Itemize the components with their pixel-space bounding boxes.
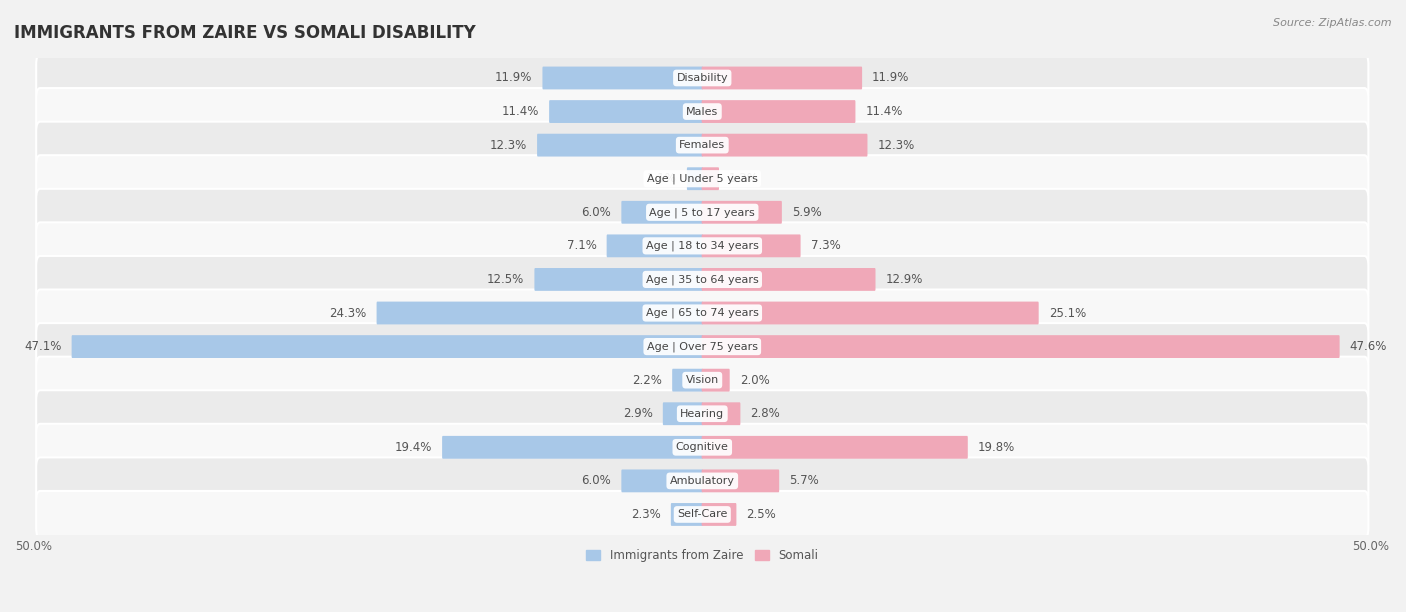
- Text: Cognitive: Cognitive: [676, 442, 728, 452]
- FancyBboxPatch shape: [37, 424, 1368, 471]
- FancyBboxPatch shape: [621, 201, 703, 224]
- FancyBboxPatch shape: [688, 167, 703, 190]
- Text: 12.9%: 12.9%: [886, 273, 922, 286]
- Text: 6.0%: 6.0%: [582, 206, 612, 218]
- Text: 5.9%: 5.9%: [792, 206, 821, 218]
- Text: 12.3%: 12.3%: [489, 139, 527, 152]
- Text: 47.1%: 47.1%: [24, 340, 62, 353]
- Text: Females: Females: [679, 140, 725, 150]
- FancyBboxPatch shape: [72, 335, 703, 358]
- FancyBboxPatch shape: [377, 302, 703, 324]
- Text: 11.4%: 11.4%: [866, 105, 903, 118]
- FancyBboxPatch shape: [537, 133, 703, 157]
- FancyBboxPatch shape: [441, 436, 703, 459]
- Text: Age | Over 75 years: Age | Over 75 years: [647, 341, 758, 352]
- Text: 5.7%: 5.7%: [789, 474, 818, 487]
- FancyBboxPatch shape: [37, 390, 1368, 437]
- Text: Males: Males: [686, 106, 718, 116]
- Text: 11.9%: 11.9%: [872, 72, 910, 84]
- FancyBboxPatch shape: [702, 469, 779, 492]
- Text: Age | 5 to 17 years: Age | 5 to 17 years: [650, 207, 755, 217]
- FancyBboxPatch shape: [37, 222, 1368, 269]
- FancyBboxPatch shape: [702, 268, 876, 291]
- FancyBboxPatch shape: [37, 323, 1368, 370]
- Text: 12.3%: 12.3%: [877, 139, 915, 152]
- FancyBboxPatch shape: [702, 67, 862, 89]
- FancyBboxPatch shape: [621, 469, 703, 492]
- FancyBboxPatch shape: [606, 234, 703, 257]
- FancyBboxPatch shape: [37, 357, 1368, 404]
- FancyBboxPatch shape: [702, 302, 1039, 324]
- Text: Age | 18 to 34 years: Age | 18 to 34 years: [645, 241, 759, 251]
- Text: 7.1%: 7.1%: [567, 239, 596, 252]
- Legend: Immigrants from Zaire, Somali: Immigrants from Zaire, Somali: [581, 545, 824, 567]
- Text: IMMIGRANTS FROM ZAIRE VS SOMALI DISABILITY: IMMIGRANTS FROM ZAIRE VS SOMALI DISABILI…: [14, 24, 475, 42]
- FancyBboxPatch shape: [702, 100, 855, 123]
- Text: Disability: Disability: [676, 73, 728, 83]
- FancyBboxPatch shape: [702, 201, 782, 224]
- FancyBboxPatch shape: [543, 67, 703, 89]
- Text: Self-Care: Self-Care: [678, 509, 727, 520]
- Text: 2.2%: 2.2%: [633, 374, 662, 387]
- FancyBboxPatch shape: [37, 88, 1368, 135]
- FancyBboxPatch shape: [662, 402, 703, 425]
- FancyBboxPatch shape: [550, 100, 703, 123]
- Text: Age | 65 to 74 years: Age | 65 to 74 years: [645, 308, 759, 318]
- Text: Ambulatory: Ambulatory: [669, 476, 735, 486]
- FancyBboxPatch shape: [37, 457, 1368, 504]
- FancyBboxPatch shape: [672, 369, 703, 392]
- FancyBboxPatch shape: [37, 188, 1368, 236]
- FancyBboxPatch shape: [37, 491, 1368, 538]
- Text: 11.9%: 11.9%: [495, 72, 533, 84]
- Text: 19.4%: 19.4%: [395, 441, 432, 454]
- FancyBboxPatch shape: [702, 335, 1340, 358]
- Text: 11.4%: 11.4%: [502, 105, 538, 118]
- Text: 6.0%: 6.0%: [582, 474, 612, 487]
- Text: 19.8%: 19.8%: [977, 441, 1015, 454]
- Text: 12.5%: 12.5%: [486, 273, 524, 286]
- FancyBboxPatch shape: [37, 256, 1368, 303]
- Text: Vision: Vision: [686, 375, 718, 385]
- FancyBboxPatch shape: [37, 122, 1368, 169]
- Text: 2.8%: 2.8%: [751, 407, 780, 420]
- Text: 25.1%: 25.1%: [1049, 307, 1085, 319]
- Text: 47.6%: 47.6%: [1350, 340, 1388, 353]
- Text: Age | 35 to 64 years: Age | 35 to 64 years: [645, 274, 759, 285]
- FancyBboxPatch shape: [702, 503, 737, 526]
- Text: 2.9%: 2.9%: [623, 407, 652, 420]
- Text: 24.3%: 24.3%: [329, 307, 367, 319]
- FancyBboxPatch shape: [534, 268, 703, 291]
- FancyBboxPatch shape: [37, 155, 1368, 202]
- Text: Age | Under 5 years: Age | Under 5 years: [647, 173, 758, 184]
- Text: Source: ZipAtlas.com: Source: ZipAtlas.com: [1274, 18, 1392, 28]
- FancyBboxPatch shape: [702, 234, 800, 257]
- FancyBboxPatch shape: [702, 436, 967, 459]
- FancyBboxPatch shape: [37, 54, 1368, 102]
- FancyBboxPatch shape: [702, 369, 730, 392]
- Text: 2.0%: 2.0%: [740, 374, 769, 387]
- Text: 2.5%: 2.5%: [747, 508, 776, 521]
- FancyBboxPatch shape: [671, 503, 703, 526]
- Text: 1.1%: 1.1%: [647, 172, 676, 185]
- Text: 2.3%: 2.3%: [631, 508, 661, 521]
- Text: Hearing: Hearing: [681, 409, 724, 419]
- Text: 7.3%: 7.3%: [811, 239, 841, 252]
- FancyBboxPatch shape: [37, 289, 1368, 337]
- FancyBboxPatch shape: [702, 402, 741, 425]
- FancyBboxPatch shape: [702, 167, 718, 190]
- Text: 1.2%: 1.2%: [730, 172, 759, 185]
- FancyBboxPatch shape: [702, 133, 868, 157]
